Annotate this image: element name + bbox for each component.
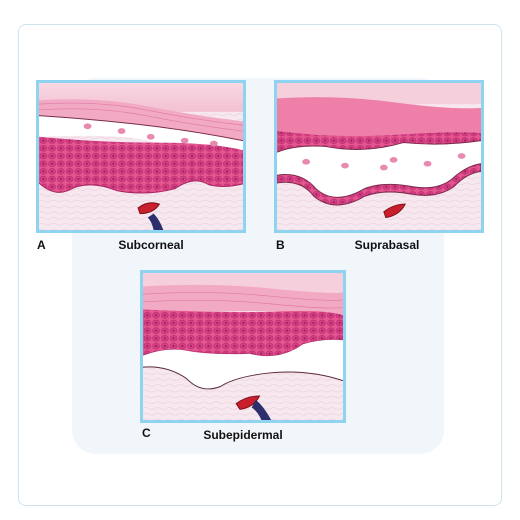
panel-b-caption: Suprabasal xyxy=(354,238,420,252)
panel-b-illustration xyxy=(274,80,484,233)
panel-b-letter: B xyxy=(276,238,285,252)
panel-c-letter: C xyxy=(142,426,151,440)
panel-a-illustration xyxy=(36,80,246,233)
panel-c-caption: Subepidermal xyxy=(203,428,283,442)
panel-a-letter: A xyxy=(37,238,46,252)
panel-c-illustration xyxy=(140,270,346,423)
panel-a-caption: Subcorneal xyxy=(118,238,184,252)
